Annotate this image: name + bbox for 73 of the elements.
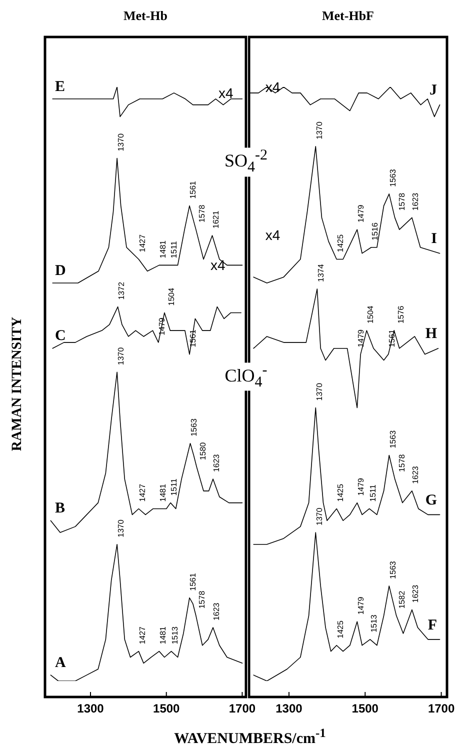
annotation: 1425 <box>336 234 345 252</box>
annotation: 1578 <box>397 454 406 472</box>
annotation: 1561 <box>188 572 198 591</box>
annotation: 1563 <box>388 560 398 579</box>
annotation: 1511 <box>368 484 378 502</box>
annotation: 1504 <box>167 287 176 306</box>
annotation: 1623 <box>212 454 222 472</box>
x-tick-label: 1700 <box>428 701 455 716</box>
annotation: 1479 <box>356 204 366 223</box>
series-label: H <box>425 326 438 342</box>
series-label: J <box>430 82 438 99</box>
annotation: 1370 <box>314 382 324 401</box>
annotation: 1427 <box>138 234 147 252</box>
annotation: 1370 <box>314 121 324 140</box>
annotation: 1372 <box>117 281 126 300</box>
annotation: 1561 <box>188 180 198 199</box>
annotation: 1374 <box>316 264 326 282</box>
annotation: 1563 <box>388 430 398 448</box>
annotation: 1370 <box>116 519 126 538</box>
annotation: 1481 <box>158 240 168 258</box>
annotation: 1513 <box>369 614 378 632</box>
series-label: D <box>55 262 66 279</box>
x-tick-label: 1300 <box>276 701 303 716</box>
annotation: x4 <box>265 78 280 94</box>
annotation: 1511 <box>170 240 179 258</box>
series-label: C <box>55 328 66 344</box>
annotation: 1516 <box>370 222 380 240</box>
series-label: F <box>428 617 437 634</box>
chart-title: Met-Hb <box>123 8 168 24</box>
annotation: 1370 <box>314 507 324 526</box>
annotation: 1504 <box>366 305 375 324</box>
x-tick-label: 1700 <box>228 701 256 716</box>
series-label: A <box>55 654 66 671</box>
annotation: 1578 <box>397 192 406 211</box>
x-tick-label: 1500 <box>352 701 379 716</box>
x-axis-title: WAVENUMBERS/cm$^{-1}$ <box>174 726 326 748</box>
annotation: 1479 <box>356 596 366 615</box>
x-tick-label: 1500 <box>153 701 180 716</box>
series-label: G <box>425 492 438 509</box>
annotation: 1427 <box>138 483 147 502</box>
annotation: 1427 <box>138 626 147 644</box>
x-tick-label: 1300 <box>77 701 104 716</box>
annotation: 1582 <box>397 590 406 609</box>
annotation: 1623 <box>411 192 420 211</box>
annotation: 1580 <box>198 442 208 460</box>
annotation: 1511 <box>170 478 179 496</box>
series-label: I <box>431 231 438 248</box>
chart-title: Met-HbF <box>322 8 374 24</box>
annotation: 1479 <box>356 328 366 348</box>
annotation: 1479 <box>158 317 167 336</box>
annotation: 1370 <box>116 346 126 366</box>
y-axis-title: RAMAN INTENSITY <box>10 316 26 452</box>
annotation: 1621 <box>211 210 220 228</box>
annotation: 1425 <box>336 620 345 638</box>
annotation: 1513 <box>170 626 180 644</box>
annotation: 1576 <box>396 305 406 324</box>
annotation: 1479 <box>356 477 366 496</box>
annotation: x4 <box>265 227 280 243</box>
annotation: 1425 <box>336 483 345 502</box>
annotation: 1370 <box>116 132 126 152</box>
series-label: B <box>55 500 66 516</box>
annotation: 1481 <box>158 626 168 644</box>
annotation: 1481 <box>158 483 168 502</box>
annotation: x4 <box>218 85 234 102</box>
annotation: 1563 <box>189 418 198 436</box>
annotation: x4 <box>210 256 226 273</box>
annotation: 1563 <box>388 168 398 187</box>
annotation: 1623 <box>212 602 222 621</box>
annotation: 1623 <box>411 584 420 603</box>
series-label: E <box>55 78 66 95</box>
annotation: 1623 <box>411 466 420 484</box>
annotation: 1578 <box>198 590 207 609</box>
annotation: 1578 <box>198 204 207 223</box>
